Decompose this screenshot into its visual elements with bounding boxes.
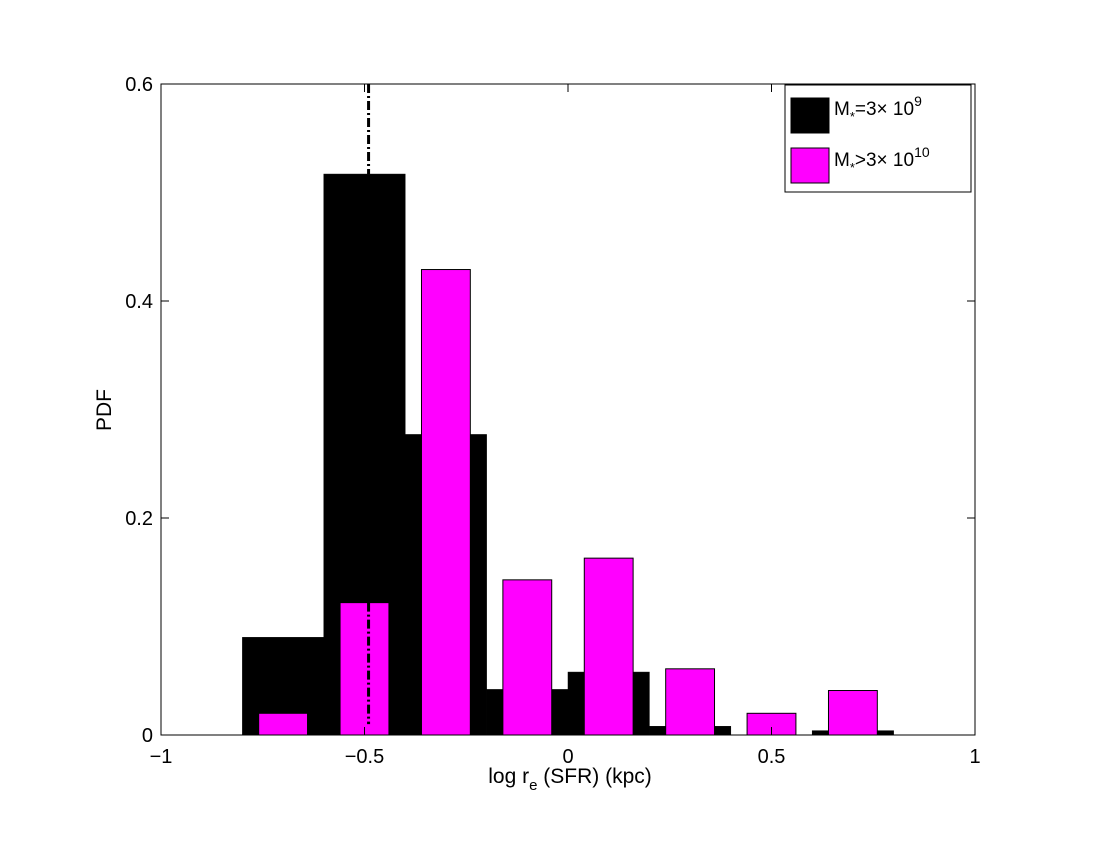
x-tick-label: 0 bbox=[562, 746, 573, 768]
magenta-bar-1 bbox=[339, 602, 390, 736]
x-tick-label: 1 bbox=[969, 746, 980, 768]
legend-swatch-magenta bbox=[790, 147, 830, 184]
magenta-bar-3 bbox=[502, 579, 553, 736]
legend-label-black: M*=3× 109 bbox=[834, 93, 922, 124]
legend-label-magenta: M*>3× 1010 bbox=[834, 144, 930, 175]
x-axis-label: log re (SFR) (kpc) bbox=[488, 765, 652, 794]
y-axis-label: PDF bbox=[93, 389, 116, 431]
magenta-bar-4 bbox=[583, 557, 634, 736]
x-tick-label: −0.5 bbox=[345, 746, 384, 768]
y-tick-label: 0.4 bbox=[125, 291, 153, 313]
x-tick-label: −1 bbox=[150, 746, 173, 768]
magenta-bar-2 bbox=[420, 269, 471, 736]
magenta-bar-0 bbox=[258, 712, 309, 736]
magenta-bar-5 bbox=[665, 668, 716, 736]
magenta-bar-7 bbox=[827, 690, 878, 736]
legend: M*=3× 109 M*>3× 1010 bbox=[784, 84, 972, 193]
axis-ticks bbox=[160, 83, 976, 736]
x-tick-label: 0.5 bbox=[758, 746, 786, 768]
y-tick-label: 0 bbox=[142, 725, 153, 747]
y-tick-label: 0.2 bbox=[125, 508, 153, 530]
axis-tick-labels: −1 −0.5 0 0.5 1 0 0.2 0.4 0.6 bbox=[125, 74, 980, 768]
y-tick-label: 0.6 bbox=[125, 74, 153, 96]
magenta-series-bars bbox=[258, 269, 878, 736]
legend-swatch-black bbox=[790, 97, 830, 134]
